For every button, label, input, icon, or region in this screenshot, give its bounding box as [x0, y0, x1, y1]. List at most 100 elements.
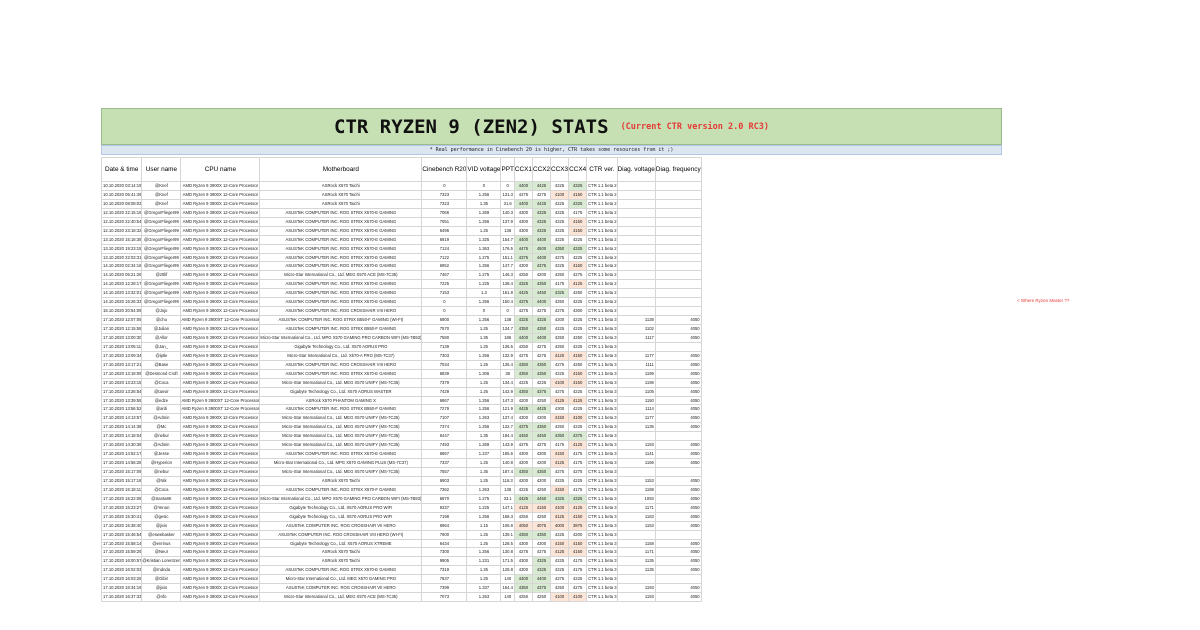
table-cell[interactable]: 4250: [513, 341, 533, 352]
table-cell[interactable]: 1.25: [466, 529, 502, 540]
table-cell[interactable]: @Hyperion: [141, 458, 182, 468]
table-cell[interactable]: ASUSTeK COMPUTER INC. ROG STRIX B550-F G…: [259, 315, 423, 325]
table-cell[interactable]: ASUSTeK COMPUTER INC. ROG STRIX X570-E G…: [259, 279, 423, 290]
table-cell[interactable]: 171.5: [500, 556, 515, 567]
table-cell[interactable]: CTR 1.1 beta 3: [586, 332, 618, 343]
table-cell[interactable]: 1.15: [466, 520, 502, 531]
table-cell[interactable]: 4325: [531, 207, 552, 218]
table-cell[interactable]: AMD Ryzen 9 3900X 12-Core Processor: [180, 502, 261, 513]
table-cell[interactable]: ASUSTeK COMPUTER INC. ROG STRIX X570-E G…: [259, 288, 423, 299]
table-cell[interactable]: 14.10.2020 13:32:01: [100, 288, 143, 299]
table-cell[interactable]: 4400: [531, 234, 552, 245]
table-cell[interactable]: [616, 288, 656, 299]
table-cell[interactable]: 17.10.2020 13:56:52: [100, 404, 143, 415]
table-cell[interactable]: 0: [466, 306, 502, 317]
table-cell[interactable]: AMD Ryzen 9 3900X 12-Core Processor: [180, 556, 261, 567]
table-cell[interactable]: 138: [500, 484, 515, 495]
table-cell[interactable]: CTR 1.1 beta 2: [586, 234, 618, 245]
table-cell[interactable]: 1141: [616, 449, 656, 460]
table-cell[interactable]: [654, 181, 702, 191]
table-cell[interactable]: 4300: [531, 413, 552, 424]
table-cell[interactable]: 138: [500, 315, 515, 325]
column-header[interactable]: User name: [141, 157, 182, 182]
table-cell[interactable]: 4225: [568, 234, 588, 245]
table-cell[interactable]: 4225: [568, 422, 588, 433]
table-cell[interactable]: 4225: [568, 386, 588, 397]
table-cell[interactable]: 4050: [654, 565, 702, 576]
table-cell[interactable]: CTR 1.1 beta 3: [586, 493, 618, 504]
table-cell[interactable]: 4250: [550, 583, 570, 594]
table-cell[interactable]: 7319: [421, 565, 468, 576]
table-cell[interactable]: 4275: [568, 270, 588, 281]
table-cell[interactable]: 17.10.2020 13:26:54: [100, 386, 143, 397]
table-cell[interactable]: @GregorFlieger99: [141, 207, 182, 218]
table-cell[interactable]: Gigabyte Technology Co., Ltd. X570 AORUS…: [259, 502, 423, 513]
table-cell[interactable]: AMD Ryzen 9 3900X 12-Core Processor: [180, 368, 261, 379]
table-cell[interactable]: [654, 431, 702, 442]
table-cell[interactable]: CTR 1.1 beta 2: [586, 198, 618, 209]
table-cell[interactable]: 4275: [531, 189, 552, 200]
table-cell[interactable]: 4275: [550, 574, 570, 585]
table-cell[interactable]: AMD Ryzen 9 3900X 12-Core Processor: [180, 458, 261, 468]
table-cell[interactable]: 147.1: [500, 502, 515, 513]
table-cell[interactable]: 4250: [531, 511, 552, 522]
table-cell[interactable]: @eswebasker: [141, 529, 182, 540]
table-cell[interactable]: 7557: [421, 467, 468, 477]
table-cell[interactable]: [654, 216, 702, 227]
table-cell[interactable]: 1102: [616, 324, 656, 334]
table-cell[interactable]: 17.10.2020 14:52:17: [100, 449, 143, 460]
table-cell[interactable]: ASUSTeK COMPUTER INC. ROG STRIX B550-F G…: [259, 404, 423, 415]
table-cell[interactable]: 4350: [531, 422, 552, 433]
table-cell[interactable]: 4000: [550, 520, 570, 531]
table-cell[interactable]: CTR 1.1 beta 3: [586, 395, 618, 406]
table-cell[interactable]: 4225: [550, 207, 570, 218]
table-cell[interactable]: CTR 1.1 beta 3: [586, 475, 618, 486]
table-cell[interactable]: 17.10.2020 14:13:57: [100, 413, 143, 424]
table-cell[interactable]: 6434: [421, 538, 468, 549]
table-cell[interactable]: CTR 1.1 beta 2: [586, 225, 618, 236]
table-cell[interactable]: Micro-Star International Co., Ltd. MEG X…: [259, 270, 423, 281]
table-cell[interactable]: 1.256: [466, 350, 502, 361]
column-header[interactable]: PPT: [500, 157, 515, 182]
table-cell[interactable]: 4300: [550, 404, 570, 415]
table-cell[interactable]: Gigabyte Technology Co., Ltd. X570 AORUS…: [259, 511, 423, 522]
table-cell[interactable]: 4400: [513, 574, 533, 585]
table-cell[interactable]: AMD Ryzen 9 3900X 12-Core Processor: [180, 270, 261, 281]
table-cell[interactable]: 4125: [550, 458, 570, 468]
table-cell[interactable]: 4200: [513, 458, 533, 468]
table-cell[interactable]: AMD Ryzen 9 3900X 12-Core Processor: [180, 431, 261, 442]
table-cell[interactable]: AMD Ryzen 9 3900X 12-Core Processor: [180, 216, 261, 227]
table-cell[interactable]: @nebur: [141, 467, 182, 477]
table-cell[interactable]: 1.25: [466, 574, 502, 585]
table-cell[interactable]: 4400: [513, 198, 533, 209]
table-cell[interactable]: 1138: [616, 315, 656, 325]
table-cell[interactable]: 4425: [531, 198, 552, 209]
table-cell[interactable]: 4300: [513, 216, 533, 227]
table-cell[interactable]: AMD Ryzen 9 3900X 12-Core Processor: [180, 207, 261, 218]
table-cell[interactable]: 1.269: [466, 207, 502, 218]
column-header[interactable]: Date & time: [100, 157, 143, 182]
column-header[interactable]: CCX4: [568, 157, 588, 182]
table-cell[interactable]: 4250: [531, 395, 552, 406]
table-cell[interactable]: 1.25: [466, 475, 502, 486]
table-cell[interactable]: ASUSTeK COMPUTER INC. ROG STRIX X570-E G…: [259, 243, 423, 254]
table-cell[interactable]: 4100: [550, 189, 570, 200]
table-cell[interactable]: 1.237: [466, 449, 502, 460]
table-cell[interactable]: ASUSTeK COMPUTER INC. ROG STRIX X570-E G…: [259, 449, 423, 460]
table-cell[interactable]: 4300: [513, 565, 533, 576]
table-cell[interactable]: AMD Ryzen 9 3900X 12-Core Processor: [180, 377, 261, 388]
table-cell[interactable]: CTR 1.1 beta 3: [586, 422, 618, 433]
table-cell[interactable]: CTR 1.1 beta 3: [586, 511, 618, 522]
table-cell[interactable]: 4100: [550, 592, 570, 603]
table-cell[interactable]: 4050: [654, 511, 702, 522]
table-cell[interactable]: 7580: [421, 332, 468, 343]
table-cell[interactable]: 4225: [550, 324, 570, 334]
table-cell[interactable]: CTR 1.1 beta 3: [586, 368, 618, 379]
table-cell[interactable]: 4275: [513, 440, 533, 451]
table-cell[interactable]: [654, 306, 702, 317]
table-cell[interactable]: [654, 288, 702, 299]
table-cell[interactable]: @GregorFlieger99: [141, 261, 182, 272]
table-cell[interactable]: Micro-Star International Co., Ltd. MEG X…: [259, 467, 423, 477]
table-cell[interactable]: CTR 1.1 beta 2: [586, 279, 618, 290]
table-cell[interactable]: 1.256: [466, 404, 502, 415]
